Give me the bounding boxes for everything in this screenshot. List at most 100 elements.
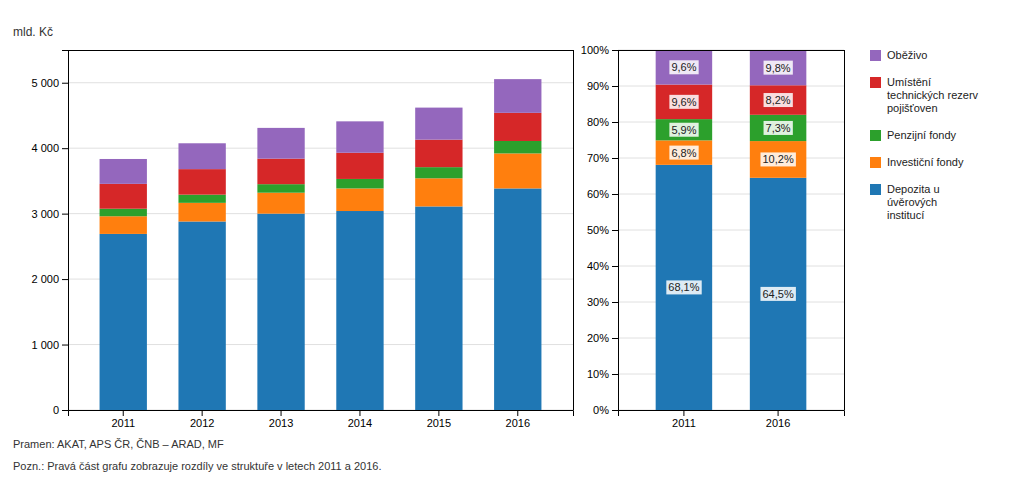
y-tick: 20% [587,332,618,344]
legend-swatch [870,157,881,168]
tick-mark [612,158,618,159]
data-label: 9,6% [671,96,696,108]
tick-label: 10% [587,368,609,380]
grid-line [618,194,844,195]
grid [68,83,573,410]
bar-segment [178,203,225,222]
tick-mark [612,338,618,339]
y-tick: 90% [587,80,618,92]
tick-label: 2016 [766,417,790,429]
bar-segment [656,119,713,140]
legend-item: Penzijní fondy [870,129,957,141]
y-tick: 5 000 [31,77,68,89]
y-tick: 2 000 [31,273,68,285]
tick-mark [612,374,618,375]
label-background [764,93,793,107]
legend-item: Umístěnítechnických rezervpojišťoven [870,76,979,114]
tick-label: 2011 [111,417,135,429]
bar-segment [178,221,225,410]
series [656,140,807,177]
grid-line [618,230,844,231]
bar-segment [415,140,462,167]
grid-line [618,338,844,339]
grid [618,50,844,410]
bar-segment [257,128,304,159]
data-label: 5,9% [671,124,696,136]
bar-segment [415,167,462,178]
y-tick: 60% [587,188,618,200]
data-label: 9,6% [671,61,696,73]
grid-line [618,302,844,303]
tick-mark [612,302,618,303]
legend-label: Penzijní fondy [887,129,957,141]
y-tick: 70% [587,152,618,164]
frame [573,50,574,410]
chart-root: 01 0002 0003 0004 0005 00020112012201320… [0,0,1024,486]
tick-label: 40% [587,260,609,272]
data-label: 64,5% [762,288,793,300]
bar-segment [415,206,462,410]
tick-mark [359,410,360,416]
bar-segment [656,85,713,120]
y-tick: 1 000 [31,339,68,351]
y-tick: 50% [587,224,618,236]
grid-line [618,374,844,375]
y-tick: 0 [53,404,68,416]
bar-segment [750,178,807,410]
tick-mark [438,410,439,416]
tick-label: 2011 [672,417,696,429]
y-axis: 0% 10% 20% 30% 40% 50% 60% 70% 80% 90% 100% [581,44,619,416]
tick-label: 70% [587,152,609,164]
bar-segment [257,193,304,214]
label-background [764,61,793,75]
series [656,50,807,85]
y-tick: 30% [587,296,618,308]
label-background [669,123,698,137]
bar-segment [750,85,807,115]
y-tick: 4 000 [31,142,68,154]
bar-segment [415,178,462,206]
tick-label: 2012 [190,417,214,429]
tick-mark [62,83,68,84]
bar-segment [178,195,225,203]
legend: OběživoUmístěnítechnických rezervpojišťo… [870,49,979,221]
tick-mark [62,345,68,346]
legend-swatch [870,184,881,195]
bar-segment [178,143,225,169]
y-tick: 80% [587,116,618,128]
tick-label: 2015 [427,417,451,429]
bar-segment [100,184,147,209]
tick-label: 20% [587,332,609,344]
bar-segment [100,209,147,217]
label-background [669,95,698,109]
tick-mark [612,86,618,87]
legend-item: Investiční fondy [870,156,964,168]
tick-mark [612,194,618,195]
frame [844,50,845,410]
tick-label: 2 000 [31,273,59,285]
y-tick: 0% [593,404,618,416]
x-tick: 2016 [506,410,530,429]
tick-label: 2014 [348,417,372,429]
x-axis: 2011 2016 [619,410,845,429]
axis-line [619,411,845,417]
tick-label: 0 [53,404,59,416]
bar-segment [100,234,147,410]
tick-label: 0% [593,404,609,416]
grid-line [618,158,844,159]
tick-label: 1 000 [31,339,59,351]
x-tick: 2014 [348,410,372,429]
y-tick: 3 000 [31,208,68,220]
legend-swatch [870,50,881,61]
y-tick: 100% [581,44,618,56]
data-label: 6,8% [671,147,696,159]
bars [656,50,807,410]
tick-mark [612,266,618,267]
grid-line [618,266,844,267]
x-tick: 2015 [427,410,451,429]
data-labels: 68,1%64,5%6,8%10,2%5,9%7,3%9,6%8,2%9,6%9… [666,60,796,301]
tick-label: 3 000 [31,208,59,220]
axis-line [612,51,619,411]
tick-mark [123,410,124,416]
tick-label: 30% [587,296,609,308]
